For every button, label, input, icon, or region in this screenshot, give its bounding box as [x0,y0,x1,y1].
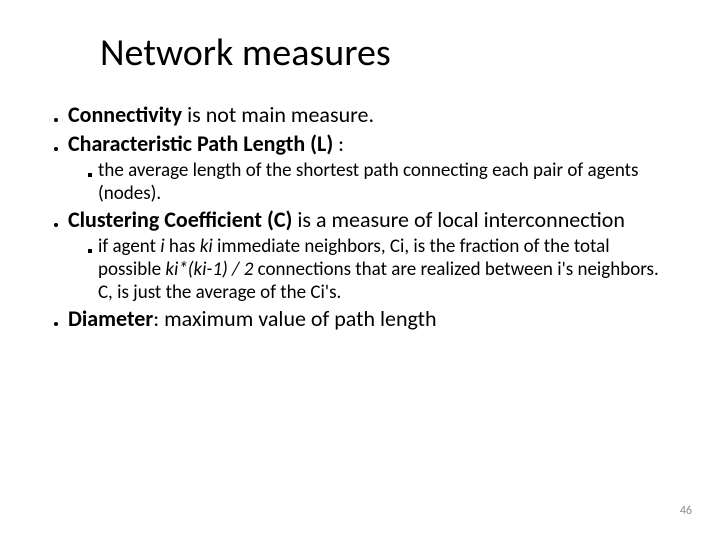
bullet-clustering: Clustering Coefficient (C) is a measure … [50,207,670,234]
subbullet-clustering: if agent i has ki immediate neighbors, C… [50,235,670,305]
bullet-dot-icon [54,118,58,122]
cs-i3: ki*(ki-1) / 2 [165,258,253,281]
cs-p1: if agent [98,235,160,258]
bullet-dot-icon [54,322,58,326]
bullet-square-icon [88,249,92,253]
cs-p2: has [165,235,200,258]
text-connectivity: is not main measure. [182,101,374,128]
term-connectivity: Connectivity [68,101,182,128]
subbullet-cpl: the average length of the shortest path … [50,159,670,205]
bullet-connectivity: Connectivity is not main measure. [50,102,670,129]
term-diameter: Diameter [68,305,153,332]
slide-body: Connectivity is not main measure. Charac… [50,102,670,333]
bullet-dot-icon [54,223,58,227]
slide: Network measures Connectivity is not mai… [0,0,720,540]
bullet-cpl: Characteristic Path Length (L) : [50,131,670,158]
term-clustering: Clustering Coefficient (C) [68,206,292,233]
cs-i2: ki [200,235,213,258]
bullet-diameter: Diameter: maximum value of path length [50,306,670,333]
text-clustering: is a measure of local interconnection [292,206,625,233]
text-cpl: : [333,130,344,157]
slide-number: 46 [680,504,692,518]
bullet-dot-icon [54,147,58,151]
text-diameter: : maximum value of path length [153,305,436,332]
text-cpl-sub: the average length of the shortest path … [98,159,638,205]
term-cpl: Characteristic Path Length (L) [68,130,333,157]
bullet-square-icon [88,173,92,177]
slide-title: Network measures [100,30,670,76]
